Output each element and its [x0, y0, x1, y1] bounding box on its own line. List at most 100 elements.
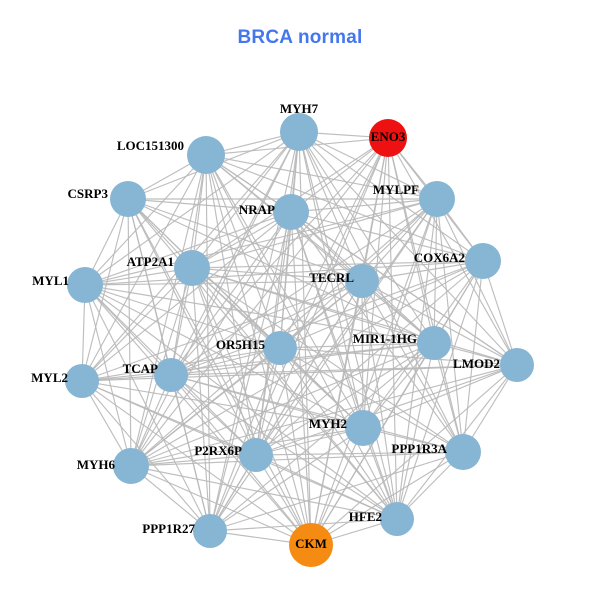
graph-node-tcap[interactable]: [154, 358, 188, 392]
graph-node-cox6a2[interactable]: [465, 243, 501, 279]
graph-edge: [433, 342, 464, 453]
graph-edge: [170, 131, 300, 376]
graph-node-ppp1r27[interactable]: [193, 514, 227, 548]
graph-edge: [396, 342, 435, 520]
graph-edge: [84, 131, 300, 286]
graph-node-mylpf[interactable]: [419, 181, 455, 217]
graph-edge: [81, 380, 211, 532]
graph-edge: [209, 137, 389, 532]
graph-edge: [81, 280, 363, 382]
graph-edge: [191, 267, 312, 546]
graph-edge: [298, 131, 518, 366]
graph-edge: [191, 267, 398, 520]
graph-edge: [191, 267, 211, 532]
graph-node-myl2[interactable]: [65, 364, 99, 398]
graph-node-csrp3[interactable]: [110, 181, 146, 217]
graph-edge: [84, 284, 398, 520]
graph-edge: [84, 284, 132, 467]
graph-edge: [130, 465, 312, 546]
graph-edge: [84, 284, 312, 546]
graph-edge: [170, 347, 281, 376]
graph-edge: [191, 131, 300, 269]
graph-edge: [290, 211, 518, 366]
graph-edge: [290, 211, 398, 520]
graph-edge: [279, 347, 312, 546]
graph-edge: [436, 198, 518, 366]
graph-edge: [191, 260, 484, 269]
graph-edge: [290, 137, 389, 213]
graph-node-loc151300[interactable]: [187, 136, 225, 174]
graph-node-mir1-1hg[interactable]: [417, 326, 451, 360]
graph-edge: [310, 280, 363, 546]
graph-node-label-myh2: MYH2: [309, 416, 347, 431]
graph-edge: [255, 137, 389, 456]
graph-edge: [205, 154, 398, 520]
graph-node-hfe2[interactable]: [380, 502, 414, 536]
graph-edge: [310, 451, 464, 546]
graph-edge: [255, 364, 518, 456]
graph-edge: [209, 198, 438, 532]
graph-edge: [170, 198, 438, 376]
graph-node-label-or5h15: OR5H15: [216, 337, 266, 352]
graph-edge: [209, 427, 364, 532]
graph-edge: [170, 374, 211, 532]
graph-edge: [279, 347, 464, 453]
graph-edge: [81, 380, 364, 429]
graph-node-ppp1r3a[interactable]: [445, 434, 481, 470]
graph-edge: [298, 131, 364, 429]
graph-node-label-tcap: TCAP: [123, 361, 158, 376]
graph-edge: [290, 211, 484, 262]
graph-edge: [361, 280, 518, 366]
edges-layer: [81, 131, 518, 546]
graph-node-nrap[interactable]: [273, 194, 309, 230]
graph-node-myl1[interactable]: [67, 267, 103, 303]
graph-edge: [290, 211, 464, 453]
graph-edge: [84, 267, 193, 286]
graph-edge: [127, 198, 398, 520]
graph-edge: [84, 284, 435, 344]
graph-edge: [361, 280, 364, 429]
graph-edge: [279, 260, 484, 349]
graph-edge: [81, 198, 129, 382]
graph-edge: [396, 198, 438, 520]
nodes-layer: [65, 113, 534, 567]
graph-edge: [130, 454, 257, 467]
graph-edge: [279, 211, 292, 349]
graph-node-myh2[interactable]: [345, 410, 381, 446]
graph-edge: [130, 131, 300, 467]
graph-node-or5h15[interactable]: [263, 331, 297, 365]
graph-edge: [298, 131, 484, 262]
graph-edge: [255, 427, 364, 456]
graph-node-lmod2[interactable]: [500, 348, 534, 382]
graph-edge: [205, 154, 438, 200]
graph-edge: [387, 137, 518, 366]
graph-node-label-eno3: ENO3: [371, 129, 406, 144]
graph-node-myh6[interactable]: [113, 448, 149, 484]
graph-edge: [191, 267, 363, 282]
graph-node-ckm[interactable]: [289, 523, 333, 567]
graph-edge: [84, 284, 211, 532]
graph-node-p2rx6p[interactable]: [239, 438, 273, 472]
graph-node-label-ckm: CKM: [295, 536, 327, 551]
graph-node-eno3[interactable]: [369, 119, 407, 157]
graph-edge: [362, 364, 518, 429]
graph-edge: [482, 260, 518, 366]
graph-edge: [170, 280, 363, 376]
graph-node-tecrl[interactable]: [345, 264, 379, 298]
graph-node-label-mir1-1hg: MIR1-1HG: [353, 331, 417, 346]
graph-edge: [310, 342, 435, 546]
graph-edge: [84, 284, 364, 429]
graph-edge: [170, 374, 398, 520]
graph-edge: [127, 198, 257, 456]
graph-node-myh7[interactable]: [280, 113, 318, 151]
graph-edge: [290, 198, 438, 213]
graph-edge: [396, 260, 484, 520]
graph-edge: [130, 451, 464, 467]
graph-node-atp2a1[interactable]: [174, 250, 210, 286]
graph-edge: [170, 211, 292, 376]
graph-edge: [84, 280, 363, 286]
graph-edge: [170, 374, 464, 453]
graph-edge: [127, 198, 312, 546]
